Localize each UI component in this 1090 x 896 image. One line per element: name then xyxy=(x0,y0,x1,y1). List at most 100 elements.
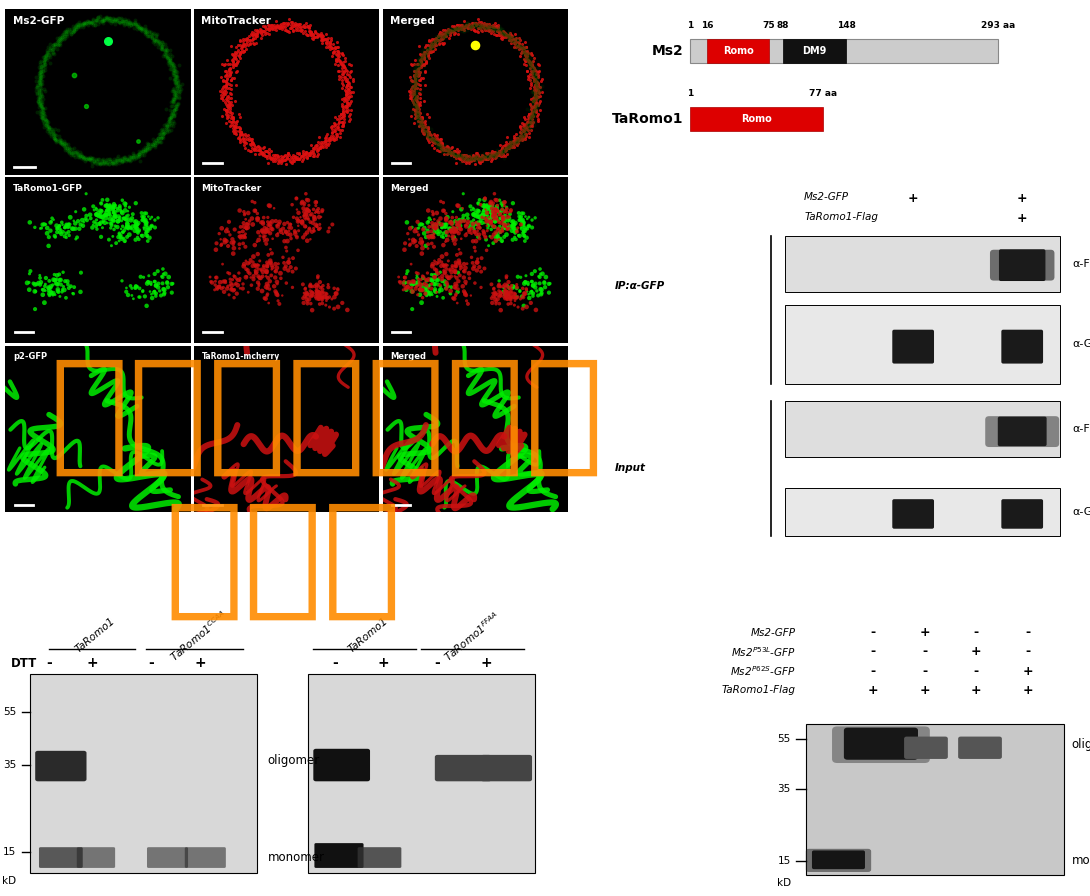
Point xyxy=(222,91,240,106)
Point xyxy=(267,20,284,34)
Point xyxy=(150,34,168,48)
Point xyxy=(409,108,426,123)
Point xyxy=(444,145,461,159)
Point xyxy=(147,136,165,151)
Point xyxy=(312,141,329,155)
Point xyxy=(137,142,155,157)
Point xyxy=(519,116,536,130)
Point xyxy=(518,51,535,65)
Point xyxy=(436,211,453,226)
Point xyxy=(311,297,328,311)
Point xyxy=(118,280,135,295)
Point xyxy=(405,68,423,82)
Point xyxy=(492,22,509,37)
Point xyxy=(310,222,327,237)
Point xyxy=(405,99,423,114)
Point xyxy=(429,255,447,270)
Point xyxy=(424,130,441,144)
Point xyxy=(70,150,87,164)
Point xyxy=(122,18,140,32)
Point xyxy=(337,72,354,86)
Point xyxy=(456,213,473,228)
Point xyxy=(159,122,177,136)
Point xyxy=(123,15,141,30)
Point xyxy=(125,152,143,167)
Point xyxy=(308,284,326,298)
Point xyxy=(521,60,538,74)
Point xyxy=(238,221,255,236)
Point xyxy=(73,213,90,228)
Text: -: - xyxy=(973,665,979,677)
Point xyxy=(497,291,514,306)
Point xyxy=(506,35,523,49)
Point xyxy=(500,30,518,44)
Point xyxy=(413,116,431,131)
Point xyxy=(133,228,150,243)
Point xyxy=(486,150,504,164)
Text: -: - xyxy=(1025,626,1030,640)
Point xyxy=(165,94,182,108)
Point xyxy=(424,40,441,55)
Point xyxy=(501,31,519,46)
Point xyxy=(94,210,111,224)
Point xyxy=(526,78,544,92)
Point xyxy=(510,41,528,56)
Point xyxy=(526,101,544,116)
Point xyxy=(476,230,494,245)
Point xyxy=(322,41,339,56)
Point xyxy=(310,289,327,304)
Point xyxy=(397,237,414,251)
Point xyxy=(82,16,99,30)
Text: kD: kD xyxy=(777,878,791,888)
Point xyxy=(488,146,506,160)
Point xyxy=(148,135,166,150)
Point xyxy=(307,199,325,213)
Point xyxy=(492,225,509,239)
Point xyxy=(502,293,520,307)
Point xyxy=(516,124,533,138)
Point xyxy=(533,286,550,300)
Point xyxy=(415,220,433,235)
Point xyxy=(421,130,438,144)
Point xyxy=(462,289,480,303)
Point xyxy=(32,62,49,76)
Point xyxy=(123,211,141,226)
Point xyxy=(495,24,512,39)
Point xyxy=(523,109,541,124)
Point xyxy=(314,203,331,218)
Point xyxy=(500,288,518,302)
Point xyxy=(136,221,154,236)
Point xyxy=(282,231,300,246)
Point xyxy=(471,220,488,235)
Point xyxy=(431,285,448,299)
Point xyxy=(471,193,488,207)
Point xyxy=(245,142,263,156)
Point xyxy=(501,28,519,42)
Point xyxy=(338,99,355,114)
Point xyxy=(528,76,545,90)
Point xyxy=(168,68,185,82)
Point xyxy=(498,289,516,304)
Text: 16: 16 xyxy=(701,21,713,30)
Point xyxy=(298,16,315,30)
Point xyxy=(453,18,471,32)
Point xyxy=(461,271,479,286)
Point xyxy=(483,197,500,211)
Point xyxy=(447,143,464,158)
Point xyxy=(462,154,480,168)
Point xyxy=(528,83,545,98)
Point xyxy=(501,280,519,294)
Point xyxy=(255,211,272,225)
Point xyxy=(284,153,302,168)
Point xyxy=(290,206,307,220)
Point xyxy=(443,23,460,38)
Point xyxy=(486,186,504,201)
Point xyxy=(136,142,154,156)
Point xyxy=(38,51,56,65)
Point xyxy=(486,202,504,217)
Point xyxy=(524,94,542,108)
Point xyxy=(100,200,118,214)
Point xyxy=(220,225,238,239)
Point xyxy=(490,143,508,158)
Point xyxy=(322,37,339,51)
